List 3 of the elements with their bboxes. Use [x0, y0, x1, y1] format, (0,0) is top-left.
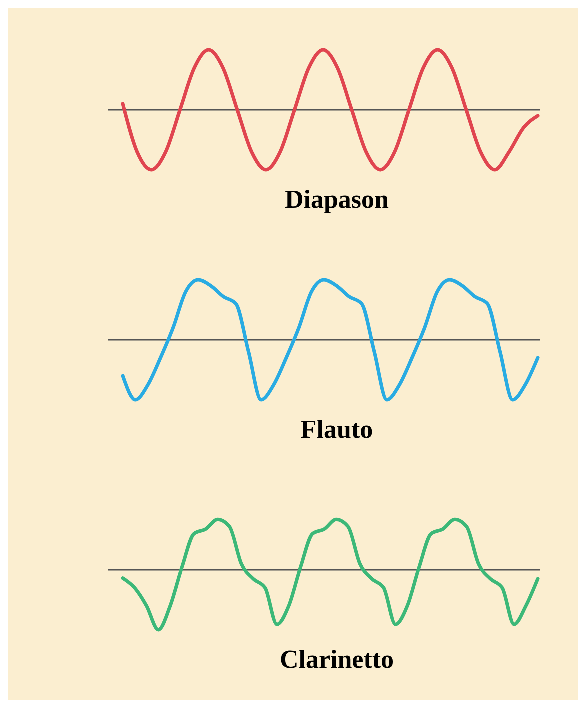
x-axis-title: Clarinetto — [280, 645, 394, 674]
x-axis-title: Flauto — [300, 415, 374, 444]
x-axis-title: Diapason — [284, 185, 390, 214]
